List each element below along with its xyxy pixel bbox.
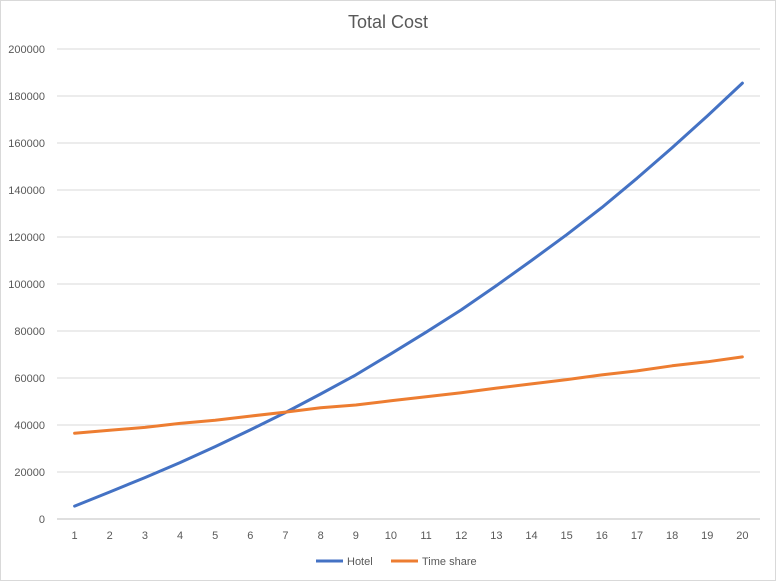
y-tick-label: 60000 — [14, 373, 45, 385]
x-tick-label: 16 — [596, 530, 608, 542]
x-tick-label: 20 — [736, 530, 748, 542]
x-tick-label: 11 — [420, 530, 431, 542]
y-tick-label: 160000 — [8, 138, 45, 150]
x-tick-label: 8 — [318, 530, 324, 542]
y-tick-label: 180000 — [8, 91, 45, 103]
x-tick-label: 2 — [107, 530, 113, 542]
x-tick-label: 6 — [247, 530, 253, 542]
x-tick-label: 4 — [177, 530, 183, 542]
legend-label-hotel: Hotel — [347, 556, 373, 568]
gridlines — [57, 48, 760, 520]
x-tick-label: 18 — [666, 530, 678, 542]
x-axis-tick-labels: 1 2 3 4 5 6 7 8 9 10 11 12 13 14 15 16 17 18 19 20 — [72, 530, 749, 542]
series-line-time-share — [73, 355, 744, 435]
x-tick-label: 13 — [490, 530, 502, 542]
x-tick-label: 15 — [561, 530, 573, 542]
x-tick-label: 5 — [212, 530, 218, 542]
x-tick-label: 14 — [525, 530, 537, 542]
legend-label-time-share: Time share — [422, 556, 477, 568]
series-lines — [73, 81, 744, 508]
x-tick-label: 10 — [385, 530, 397, 542]
x-tick-label: 7 — [282, 530, 288, 542]
y-tick-label: 40000 — [14, 420, 45, 432]
y-tick-label: 20000 — [14, 467, 45, 479]
series-line-hotel — [73, 81, 744, 508]
y-tick-label: 100000 — [8, 279, 45, 291]
x-tick-label: 1 — [72, 530, 78, 542]
y-axis-tick-labels: 0 20000 40000 60000 80000 100000 120000 140000 1… — [8, 44, 45, 526]
x-tick-label: 9 — [353, 530, 359, 542]
legend: Hotel Time share — [316, 556, 477, 568]
chart-title: Total Cost — [348, 12, 428, 32]
y-tick-label: 200000 — [8, 44, 45, 56]
y-tick-label: 140000 — [8, 185, 45, 197]
x-tick-label: 17 — [631, 530, 643, 542]
x-tick-label: 12 — [455, 530, 467, 542]
x-tick-label: 3 — [142, 530, 148, 542]
y-tick-label: 0 — [39, 514, 45, 526]
y-tick-label: 120000 — [8, 232, 45, 244]
x-tick-label: 19 — [701, 530, 713, 542]
y-tick-label: 80000 — [14, 326, 45, 338]
